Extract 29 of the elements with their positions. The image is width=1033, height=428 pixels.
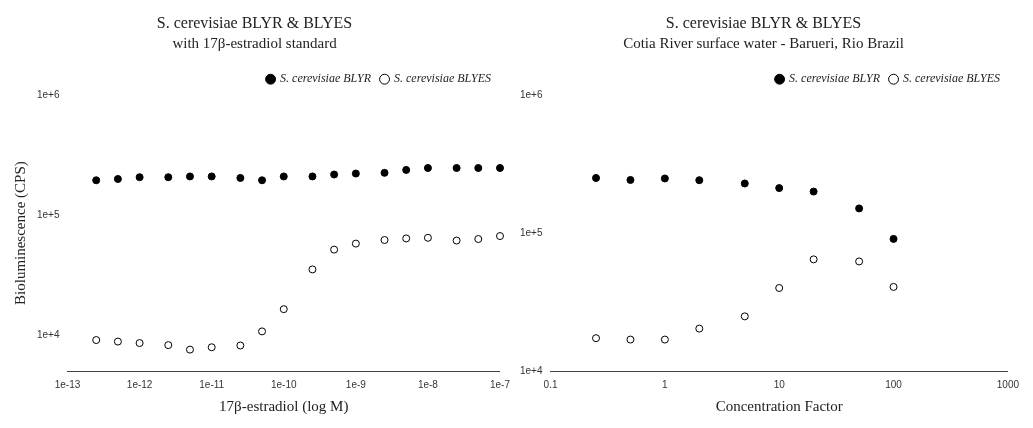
legend-label: S. cerevisiae BLYES: [903, 71, 1001, 86]
x-tick-label: 1e-7: [489, 378, 511, 390]
chart-title: S. cerevisiae BLYR & BLYES: [156, 13, 353, 31]
y-tick-label: 1e+4: [36, 328, 60, 340]
x-tick-label: 1000: [996, 378, 1020, 390]
x-tick-label: 1e-8: [417, 378, 439, 390]
legend-label: S. cerevisiae BLYR: [280, 71, 372, 86]
x-tick-label: 1e-10: [270, 378, 297, 390]
y-tick-label: 1e+4: [519, 364, 543, 376]
x-tick-label: 1e-9: [345, 378, 367, 390]
y-tick-label: 1e+6: [519, 88, 543, 100]
x-tick-label: 100: [885, 378, 903, 390]
x-axis-title: 17β-estradiol (log M): [219, 397, 349, 415]
chart-subtitle: Cotia River surface water - Barueri, Rio Brazil: [623, 35, 904, 52]
x-tick-label: 1e-13: [54, 378, 81, 390]
y-axis-title: Bioluminescence (CPS): [11, 161, 29, 305]
legend-label: S. cerevisiae BLYR: [789, 71, 881, 86]
legend-label: S. cerevisiae BLYES: [394, 71, 492, 86]
x-tick-label: 0.1: [543, 378, 558, 390]
x-axis-title: Concentration Factor: [715, 397, 843, 414]
x-tick-label: 1e-11: [199, 378, 225, 390]
chart-subtitle: with 17β-estradiol standard: [172, 35, 338, 52]
chart-title: S. cerevisiae BLYR & BLYES: [665, 13, 862, 31]
x-tick-label: 1: [662, 378, 669, 390]
y-tick-label: 1e+6: [36, 88, 60, 100]
y-tick-label: 1e+5: [519, 226, 543, 238]
y-tick-label: 1e+5: [36, 208, 60, 220]
x-tick-label: 10: [773, 378, 786, 390]
x-tick-label: 1e-12: [126, 378, 153, 390]
